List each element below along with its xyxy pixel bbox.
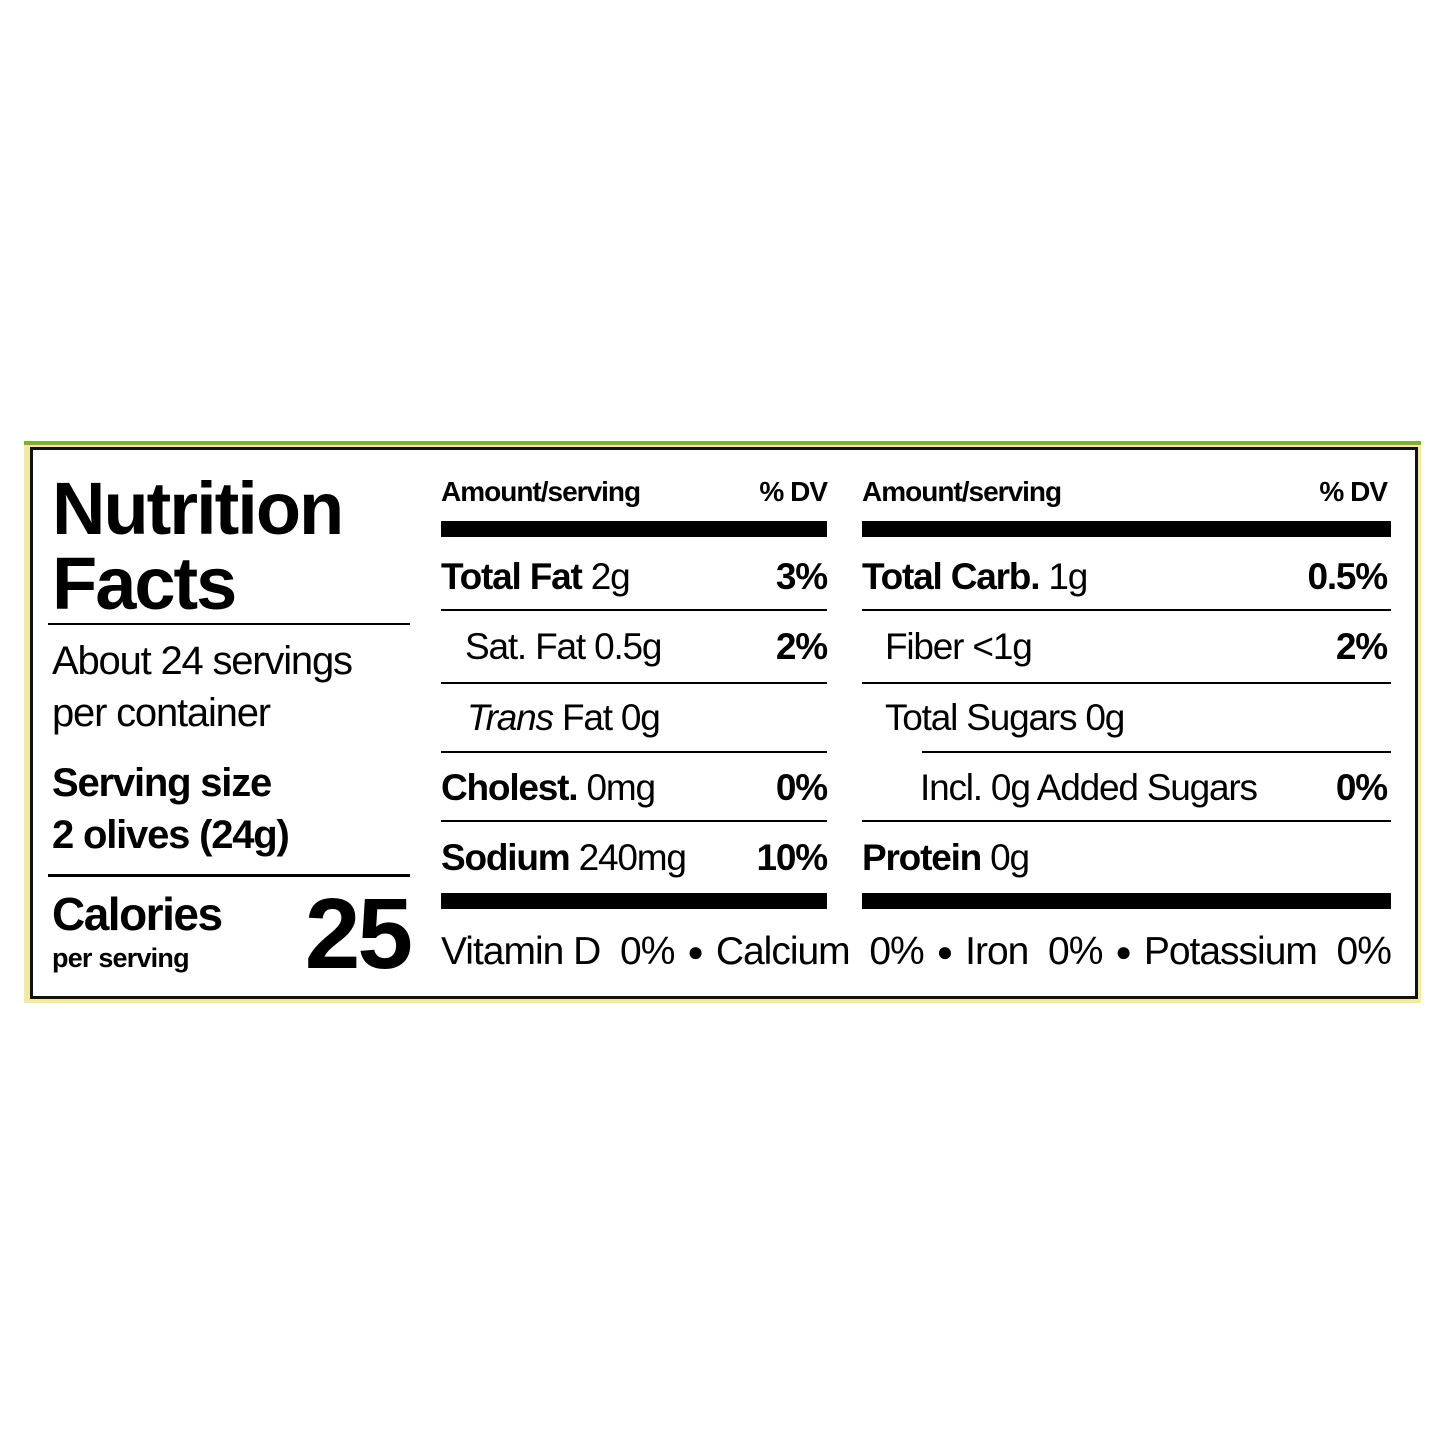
divider (922, 751, 1391, 753)
servings-per-container: About 24 servings (52, 639, 353, 683)
nutrient-amount: 2g (590, 556, 631, 597)
row-sodium: Sodium 240mg 10% (441, 833, 829, 883)
title-nutrition: Nutrition (52, 467, 344, 550)
nutrient-amount: 0g (990, 837, 1030, 878)
divider (48, 874, 410, 877)
bullet-icon: ● (1115, 935, 1132, 967)
nutrient-amount: Fat 0g (561, 697, 661, 738)
row-total-fat: Total Fat 2g 3% (441, 552, 828, 602)
vitamin-d: Vitamin D 0% (441, 930, 675, 973)
divider (48, 623, 410, 625)
nutrient-name: Sodium (441, 837, 571, 878)
nutrient-name: Trans (467, 697, 554, 738)
right-header-amount: Amount/serving (862, 476, 1062, 507)
potassium: Potassium 0% (1143, 930, 1392, 973)
row-total-carb: Total Carb. 1g 0.5% (862, 552, 1388, 602)
nutrient-dv: 0% (1335, 767, 1388, 808)
row-added-sugars: Incl. 0g Added Sugars 0% (862, 763, 1388, 813)
nutrient-dv: 2% (1335, 626, 1388, 667)
nutrient-amount: <1g (972, 626, 1032, 667)
thick-bar (441, 893, 827, 909)
divider (862, 820, 1391, 822)
bullet-icon: ● (936, 935, 953, 967)
calories-sub: per serving (52, 943, 190, 973)
nutrient-amount: 240mg (578, 837, 687, 878)
vitamins-row: Vitamin D 0% ● Calcium 0% ● Iron 0% ● Po… (441, 930, 1392, 973)
thick-bar (862, 521, 1391, 537)
nutrient-amount: 1g (1048, 556, 1088, 597)
nutrient-dv: 2% (775, 626, 828, 667)
row-trans-fat: Trans Fat 0g (441, 693, 827, 743)
bullet-icon: ● (687, 935, 704, 967)
title-facts: Facts (52, 542, 237, 625)
row-protein: Protein 0g (862, 833, 1387, 883)
serving-size-label: Serving size (52, 761, 272, 805)
thick-bar (441, 521, 827, 537)
divider (862, 682, 1391, 684)
divider (441, 682, 827, 684)
left-header-amount: Amount/serving (441, 476, 641, 507)
nutrient-name: Incl. 0g Added Sugars (920, 767, 1258, 808)
row-sat-fat: Sat. Fat 0.5g 2% (441, 622, 828, 672)
servings-per-container-2: per container (52, 691, 271, 735)
nutrient-name: Total Sugars (885, 697, 1077, 738)
serving-size-value: 2 olives (24g) (52, 813, 290, 857)
row-total-sugars: Total Sugars 0g (862, 693, 1387, 743)
left-header-dv: % DV (759, 476, 828, 507)
nutrient-name: Cholest. (441, 767, 579, 808)
nutrient-name: Total Fat (441, 556, 583, 597)
nutrient-dv: 3% (775, 556, 828, 597)
nutrient-name: Fiber (885, 626, 965, 667)
nutrient-amount: 0g (1085, 697, 1125, 738)
nutrient-amount: 0.5g (594, 626, 662, 667)
divider (441, 609, 827, 611)
row-fiber: Fiber <1g 2% (862, 622, 1388, 672)
row-cholesterol: Cholest. 0mg 0% (441, 763, 828, 813)
calories-label: Calories (52, 888, 223, 940)
divider (441, 751, 827, 753)
nutrient-name: Sat. Fat (465, 626, 586, 667)
nutrient-dv: 10% (756, 837, 829, 878)
divider (441, 820, 827, 822)
divider (862, 609, 1391, 611)
nutrient-dv: 0% (775, 767, 828, 808)
right-header-dv: % DV (1319, 476, 1388, 507)
nutrient-dv: 0.5% (1307, 556, 1388, 597)
nutrient-name: Total Carb. (862, 556, 1040, 597)
nutrient-amount: 0mg (586, 767, 656, 808)
calories-value: 25 (304, 878, 413, 990)
iron: Iron 0% (965, 930, 1103, 973)
thick-bar (862, 893, 1391, 909)
calcium: Calcium 0% (715, 930, 925, 973)
nutrient-name: Protein (862, 837, 982, 878)
